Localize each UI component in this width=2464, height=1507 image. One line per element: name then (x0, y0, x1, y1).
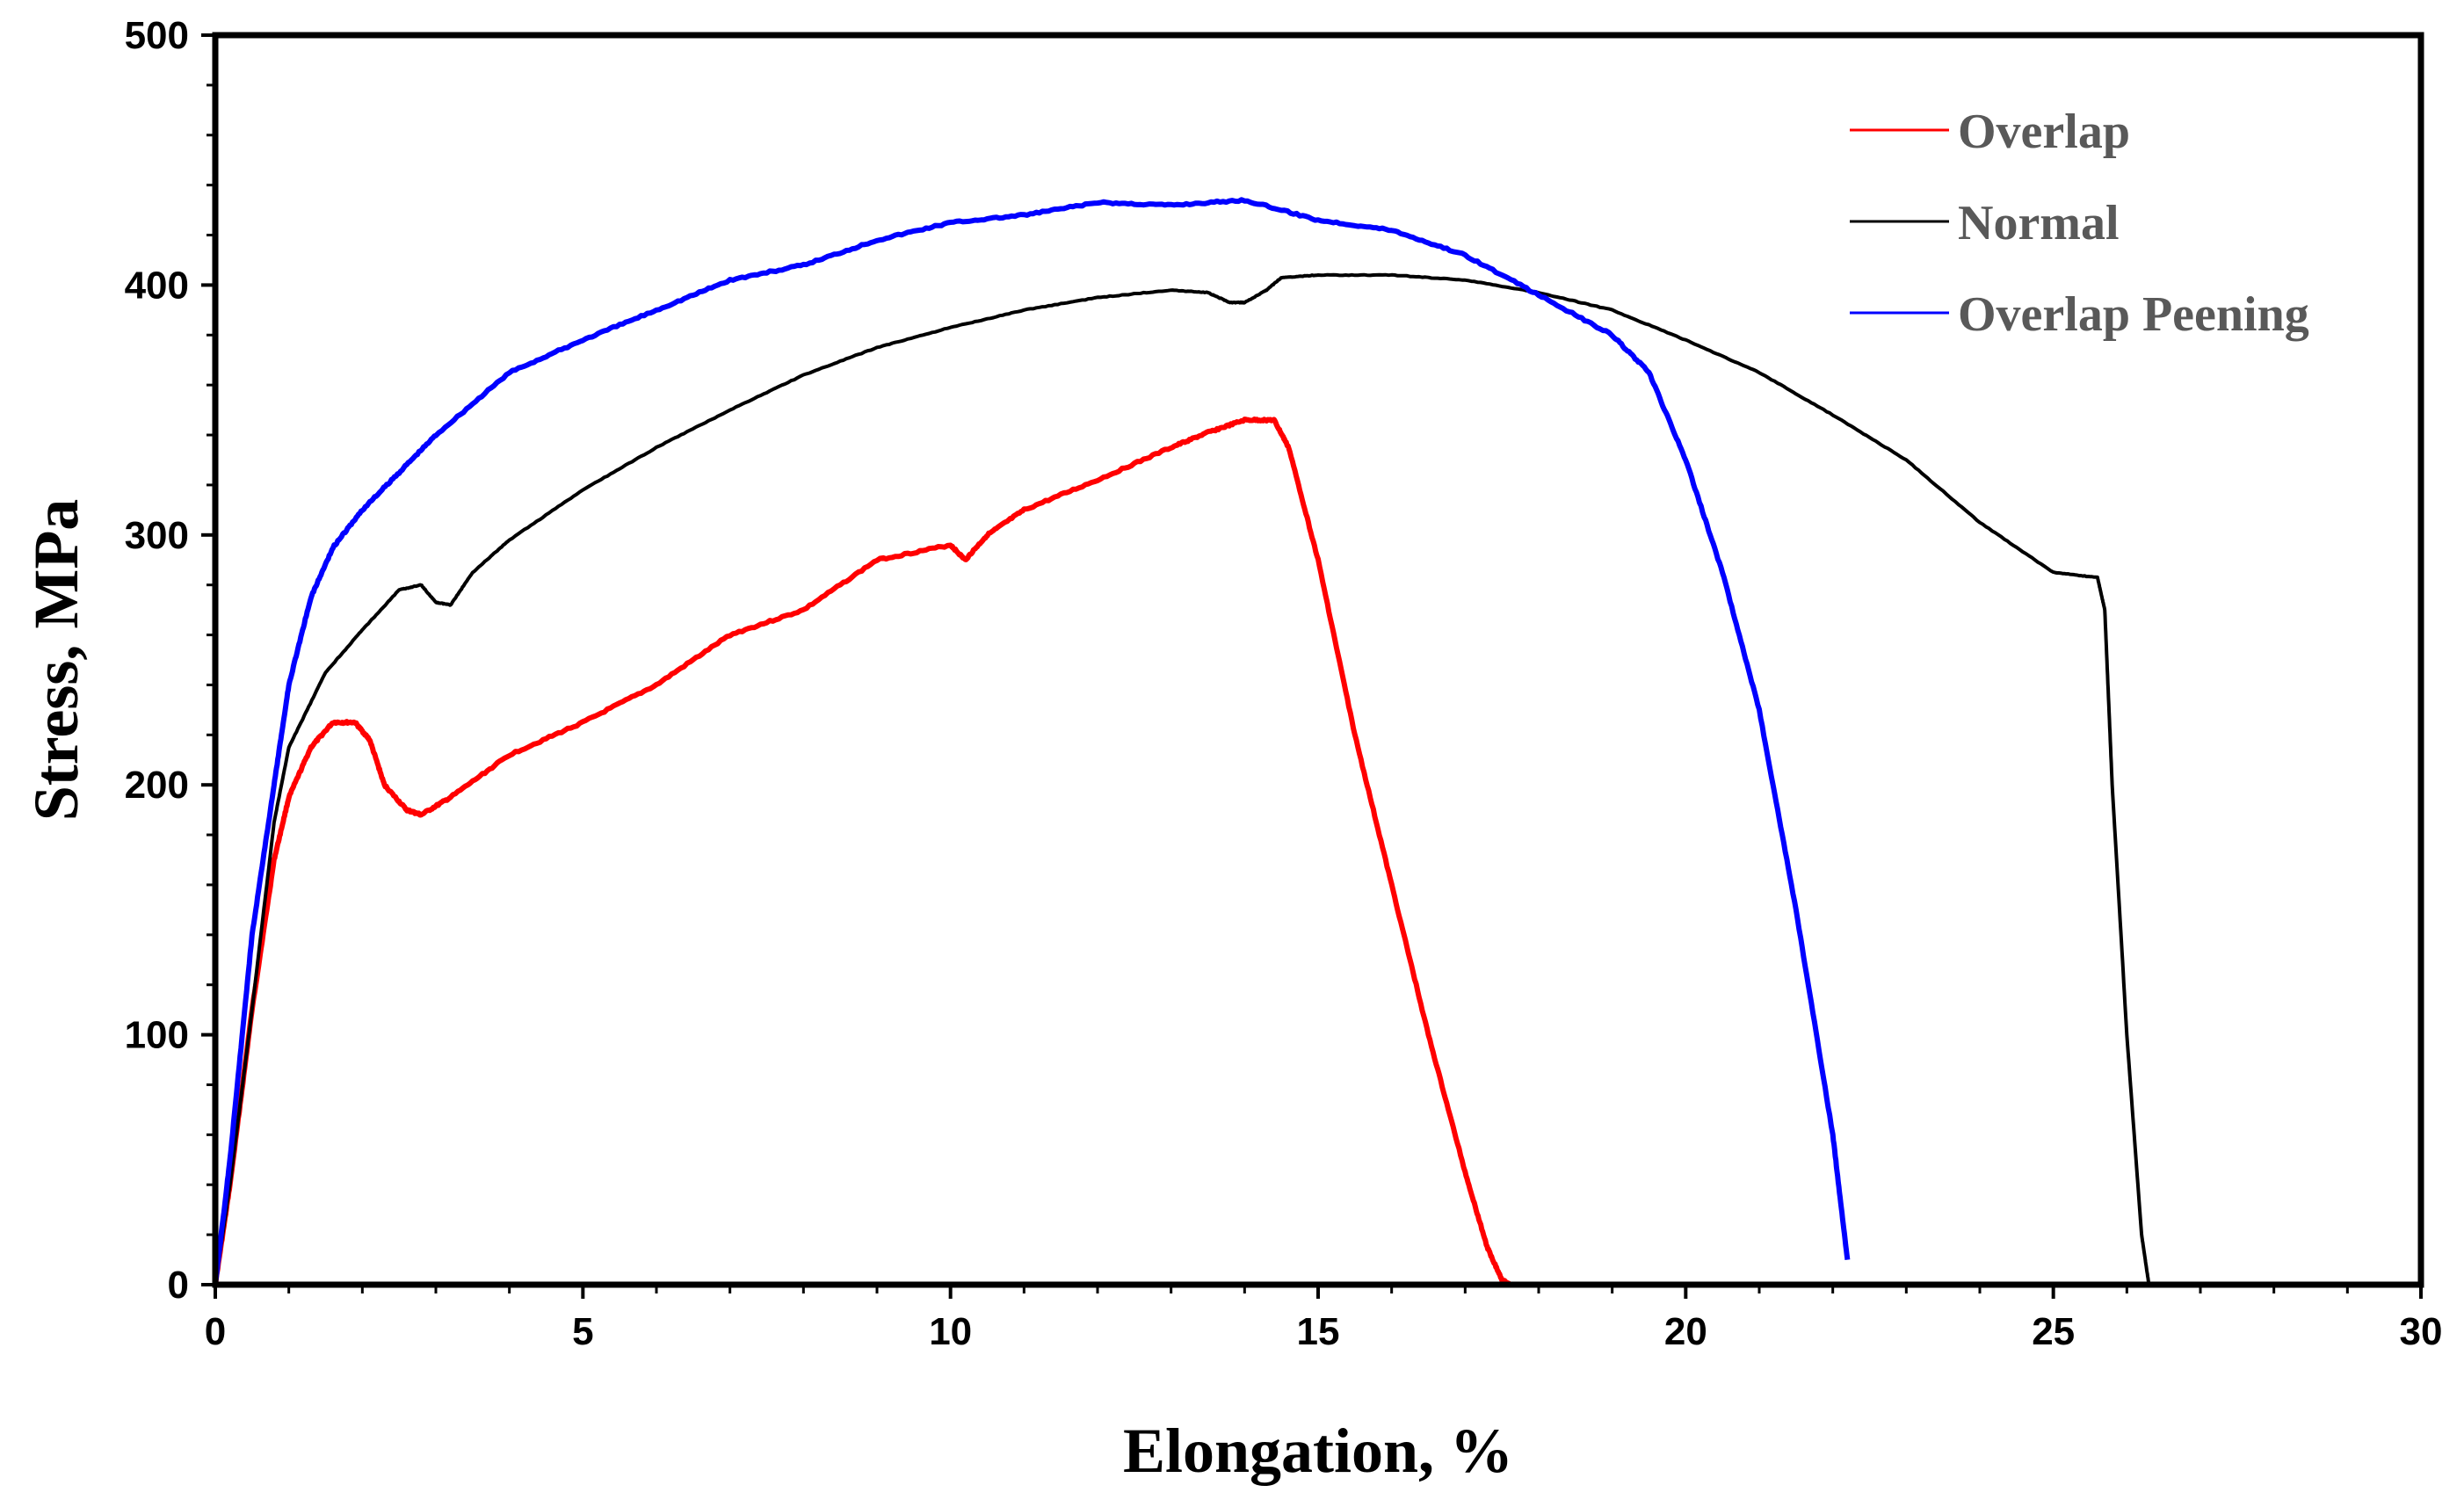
x-tick-label: 25 (2032, 1310, 2075, 1353)
y-tick-label: 100 (125, 1014, 189, 1057)
x-tick-label: 15 (1297, 1310, 1340, 1353)
series-layer (213, 197, 2151, 1288)
y-tick-label: 500 (125, 14, 189, 57)
x-tick-label: 10 (929, 1310, 972, 1353)
y-tick-label: 300 (125, 514, 189, 557)
y-axis-title: Stress, MPa (21, 499, 91, 822)
series-line-overlap (213, 417, 1512, 1288)
legend: Overlap Normal Overlap Peening (1850, 105, 2309, 342)
y-tick-label: 200 (125, 764, 189, 807)
x-tick-label: 5 (572, 1310, 593, 1353)
legend-label-overlap: Overlap (1958, 105, 2130, 159)
x-axis-title: Elongation, % (1123, 1416, 1513, 1486)
series-line-normal (214, 272, 2151, 1286)
legend-label-overlap-peening: Overlap Peening (1958, 287, 2309, 342)
x-tick-label: 0 (205, 1310, 226, 1353)
x-tick-label: 30 (2400, 1310, 2443, 1353)
y-tick-label: 400 (125, 264, 189, 307)
y-tick-label: 0 (168, 1264, 189, 1307)
series-line-overlap-peening (213, 197, 1851, 1286)
x-tick-label: 20 (1664, 1310, 1707, 1353)
legend-label-normal: Normal (1958, 196, 2120, 250)
